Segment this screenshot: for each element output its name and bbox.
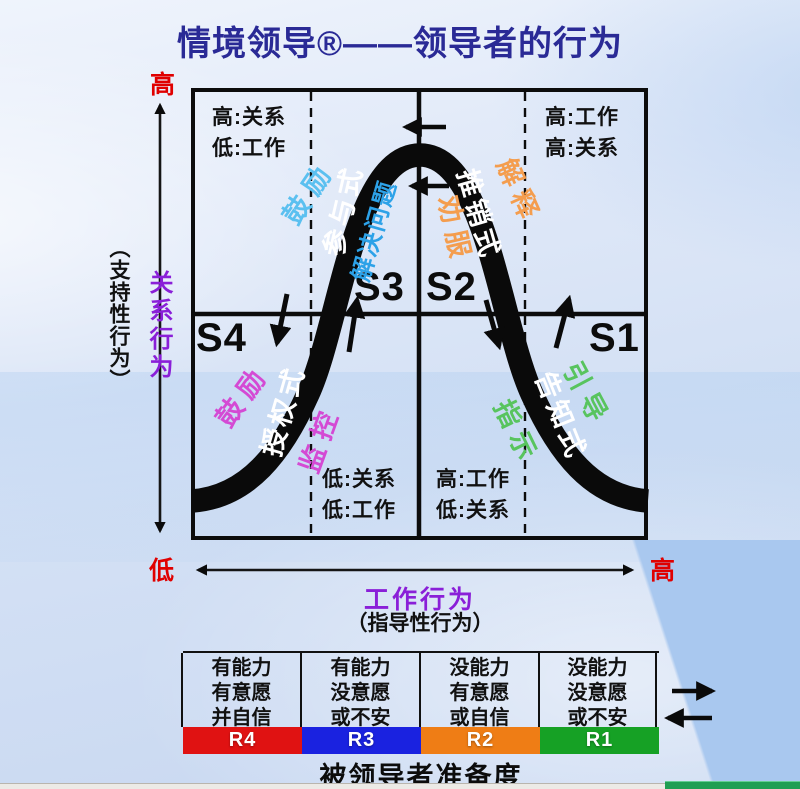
x-axis-high-label: 高 [650, 557, 676, 585]
bottom-progress-bar[interactable] [665, 781, 800, 789]
x-axis-label: 工作行为 [363, 586, 476, 614]
s2-label: S2 [426, 265, 477, 309]
readiness-code-r1: R1 [540, 727, 659, 754]
quadrant-note-bottom-right: 高:工作 低:关系 [436, 468, 510, 522]
s1-up-arrow-icon [553, 294, 576, 349]
readiness-code-r2: R2 [421, 727, 540, 754]
quadrant-note-bottom-left: 低:关系 低:工作 [322, 468, 396, 522]
bell-curve [190, 143, 650, 513]
s3-label: S3 [354, 265, 405, 309]
readiness-cell-r3: 有能力 没意愿 或不安 [300, 653, 419, 729]
background-band [0, 372, 800, 562]
s2-down-arrow-icon [483, 299, 505, 351]
quadrant-note-top-left: 高:关系 低:工作 [212, 106, 286, 160]
bottom-edge-strip [0, 783, 800, 789]
readiness-code-r3: R3 [302, 727, 421, 754]
readiness-cell-r1: 没能力 没意愿 或不安 [538, 653, 657, 729]
quadrant-note-top-right: 高:工作 高:关系 [545, 106, 619, 160]
s4-label: S4 [196, 316, 247, 360]
page-title: 情境领导®——领导者的行为 [176, 25, 624, 63]
y-axis-high-label: 高 [150, 71, 176, 99]
s3-up-arrow-icon [343, 295, 366, 353]
readiness-cell-r2: 没能力 有意愿 或自信 [419, 653, 538, 729]
y-axis-sublabel: （支持性行为） [107, 237, 130, 391]
readiness-table: 有能力 有意愿 并自信 有能力 没意愿 或不安 没能力 有意愿 或自信 没能力 … [181, 651, 659, 754]
readiness-descriptions-row: 有能力 有意愿 并自信 有能力 没意愿 或不安 没能力 有意愿 或自信 没能力 … [181, 653, 659, 729]
readiness-cell-r4: 有能力 有意愿 并自信 [181, 653, 300, 729]
y-axis-label: 关系行为 [145, 270, 172, 382]
readiness-code-r4: R4 [183, 727, 302, 754]
readiness-code-band: R4 R3 R2 R1 [183, 727, 659, 754]
s1-label: S1 [589, 316, 640, 360]
xy-axis-low-label: 低 [149, 557, 175, 585]
s4-down-arrow-icon [269, 293, 292, 348]
x-axis-sublabel: （指导性行为） [346, 612, 494, 635]
